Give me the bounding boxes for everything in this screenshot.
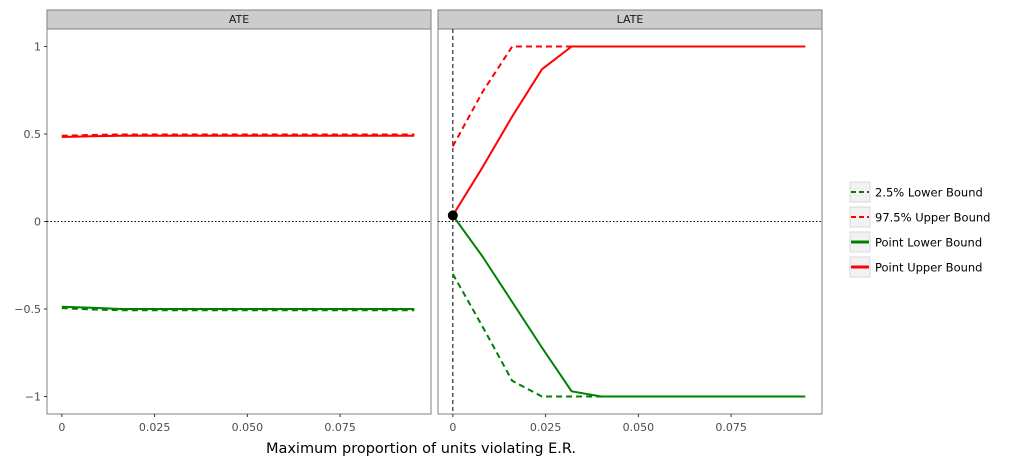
- point-marker-late: [447, 210, 458, 221]
- x-tick-label: 0.075: [324, 421, 356, 434]
- legend: 2.5% Lower Bound 97.5% Upper Bound Point L…: [849, 181, 990, 278]
- legend-label-2-5-lower-bound: 2.5% Lower Bound: [875, 186, 983, 200]
- series-line-late-point-upper-bound: [451, 45, 806, 216]
- panel-late-title: LATE: [617, 13, 644, 26]
- x-axis-title: Maximum proportion of units violating E.…: [266, 441, 576, 457]
- x-tick-label: 0: [449, 421, 456, 434]
- x-tick-label: 0.025: [530, 421, 562, 434]
- legend-label-point-upper-bound: Point Upper Bound: [875, 261, 983, 275]
- series-line-ate-point-lower-bound: [61, 305, 415, 310]
- series-line-ate-point-upper-bound: [61, 134, 415, 138]
- panel-ate-title: ATE: [229, 13, 249, 26]
- y-tick-label: −1: [25, 391, 41, 404]
- legend-label-point-lower-bound: Point Lower Bound: [875, 236, 982, 250]
- panel-ate: ATE 0 0.025 0.050 0.075: [46, 9, 432, 434]
- series-line-ate-2-5-lower-bound: [61, 307, 415, 312]
- x-tick-label: 0.050: [232, 421, 264, 434]
- y-tick-label: −0.5: [14, 303, 41, 316]
- panel-late: LATE 0 0.025 0.050 0.075: [437, 9, 823, 434]
- y-axis: 1 0.5 0 −0.5 −1: [14, 41, 47, 404]
- legend-label-97-5-upper-bound: 97.5% Upper Bound: [875, 211, 990, 225]
- x-tick-label: 0.025: [139, 421, 171, 434]
- x-tick-label: 0.075: [715, 421, 747, 434]
- y-tick-label: 1: [34, 41, 41, 54]
- y-tick-label: 0.5: [24, 128, 42, 141]
- series-line-late-point-lower-bound: [451, 214, 806, 398]
- y-tick-label: 0: [34, 216, 41, 229]
- series-line-ate-97-5-upper-bound: [61, 133, 415, 137]
- x-tick-label: 0: [58, 421, 65, 434]
- x-tick-label: 0.050: [623, 421, 655, 434]
